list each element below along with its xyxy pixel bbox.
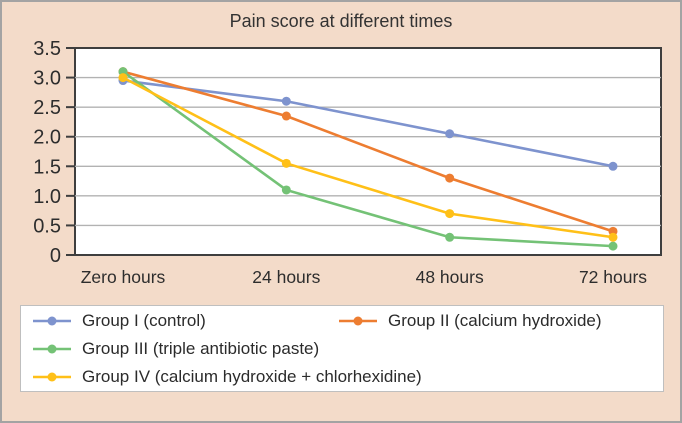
plot-area [74,47,662,256]
y-tick-label: 1.5 [33,156,61,178]
legend-item: Group I (control) [32,311,338,331]
chart-legend: Group I (control) Group II (calcium hydro… [20,305,664,392]
series-line [121,79,615,168]
legend-label: Group II (calcium hydroxide) [388,310,602,330]
series-line [121,70,615,233]
legend-item: Group III (triple antibiotic paste) [32,339,319,359]
legend-line-dot-marker [33,344,71,353]
data-point [445,129,455,139]
chart-title: Pain score at different times [229,11,453,31]
series-line [121,76,615,239]
legend-line-dot-marker [33,372,71,381]
legend-label: Group I (control) [82,310,206,330]
legend-label: Group III (triple antibiotic paste) [82,338,320,358]
data-point [281,96,291,106]
series-line [121,70,615,248]
y-tick-label: 0 [50,245,61,267]
y-tick-label: 1.0 [33,186,61,208]
legend-row: Group IV (calcium hydroxide + chlorhexid… [21,363,663,391]
data-point [608,241,618,251]
legend-label: Group IV (calcium hydroxide + chlorhexid… [82,366,422,386]
legend-row: Group III (triple antibiotic paste) [21,335,663,363]
y-tick-label: 2.5 [33,97,61,119]
legend-item: Group II (calcium hydroxide) [338,311,602,331]
x-tick-label: 48 hours [416,267,484,287]
data-point [608,161,618,171]
data-point [445,209,455,219]
data-point [281,158,291,168]
data-point [281,185,291,195]
data-point [445,232,455,242]
legend-line-dot-marker [33,316,71,325]
legend-item: Group IV (calcium hydroxide + chlorhexid… [32,367,422,387]
y-tick-label: 3.0 [33,68,61,90]
x-tick-label: 72 hours [579,267,647,287]
y-tick-label: 2.0 [33,127,61,149]
legend-row: Group I (control) Group II (calcium hydro… [21,307,663,335]
y-tick-label: 3.5 [33,38,61,60]
data-point [445,173,455,183]
legend-line-dot-marker [339,316,377,325]
y-tick-label: 0.5 [33,215,61,237]
data-point [118,73,128,83]
data-point [281,111,291,121]
x-tick-label: 24 hours [252,267,320,287]
line-chart-canvas: 0 0.5 1.0 1.5 2.0 2.5 3.0 3.5 Zero hours 24 hours… [33,38,662,287]
x-tick-label: Zero hours [81,267,166,287]
data-point [608,232,618,242]
